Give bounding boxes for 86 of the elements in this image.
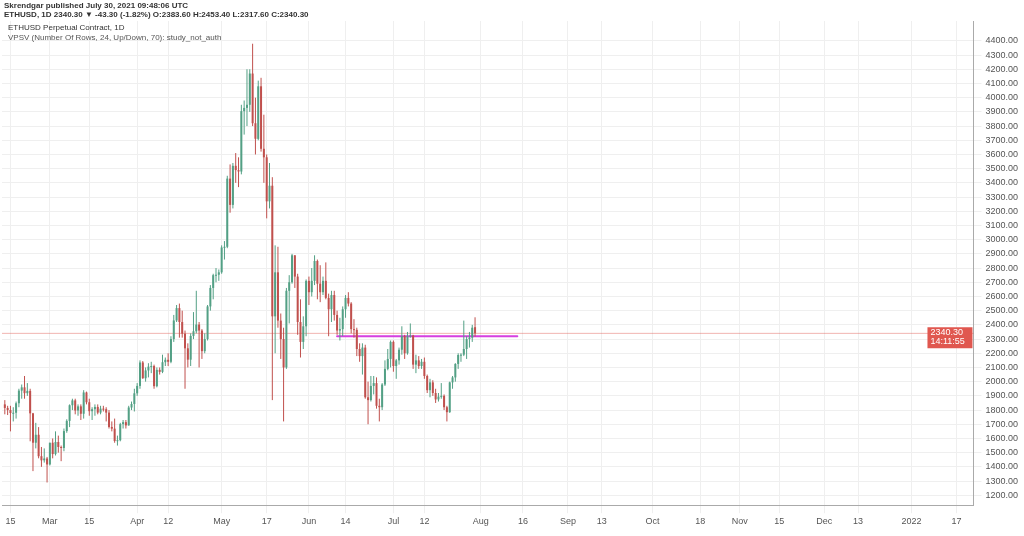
y-tick-label: 2400.00 [985, 319, 1019, 330]
x-tick-label: Dec [816, 516, 833, 527]
candlestick [237, 156, 240, 188]
candlestick [406, 331, 409, 356]
candlestick [474, 316, 477, 338]
x-tick-label: Oct [645, 516, 660, 527]
candlestick [150, 361, 153, 374]
candlestick [12, 406, 15, 422]
x-tick-label: 12 [419, 516, 430, 527]
y-tick-label: 1900.00 [985, 390, 1019, 401]
x-tick-label: 15 [774, 516, 785, 527]
y-tick-label: 2600.00 [985, 290, 1019, 301]
y-tick-label: 4100.00 [985, 77, 1019, 88]
y-tick-label: 4200.00 [985, 63, 1019, 74]
y-tick-label: 2200.00 [985, 347, 1019, 358]
y-tick-label: 3500.00 [985, 163, 1019, 174]
candlestick [68, 403, 71, 428]
y-tick-label: 1800.00 [985, 404, 1019, 415]
candlestick [319, 264, 322, 303]
y-tick-label: 2900.00 [985, 248, 1019, 259]
x-tick-label: Jun [301, 516, 317, 527]
candlestick [403, 334, 406, 360]
candlestick [77, 403, 80, 417]
candlestick [307, 276, 310, 306]
x-tick-label: 15 [5, 516, 16, 527]
y-tick-label: 1400.00 [985, 461, 1019, 472]
ref-line-label: 2340.30 14:11:55 [930, 326, 965, 346]
candlestick [127, 405, 130, 427]
x-tick-label: 15 [84, 516, 95, 527]
x-tick-label: 2022 [901, 516, 922, 527]
x-tick-label: Aug [472, 516, 489, 527]
candlestick [440, 382, 443, 400]
y-tick-label: 2700.00 [985, 276, 1019, 287]
candlestick [51, 437, 54, 459]
y-tick-label: 3100.00 [985, 219, 1019, 230]
y-tick-label: 3900.00 [985, 106, 1019, 117]
candlestick [119, 422, 122, 442]
x-tick-label: 17 [261, 516, 272, 527]
x-tick-label: 16 [517, 516, 528, 527]
y-tick-label: 3000.00 [985, 234, 1019, 245]
y-tick-label: 1700.00 [985, 418, 1019, 429]
candlestick [389, 339, 392, 368]
y-tick-label: 4300.00 [985, 49, 1019, 60]
x-tick-label: Nov [731, 516, 749, 527]
x-tick-label: 13 [596, 516, 607, 527]
x-tick-label: 18 [695, 516, 706, 527]
candlestick [34, 422, 37, 449]
y-tick-label: 3600.00 [985, 148, 1019, 159]
x-tick-label: Mar [42, 516, 58, 527]
candlestick [198, 321, 201, 368]
y-tick-label: 4400.00 [985, 35, 1019, 46]
y-tick-label: 1300.00 [985, 475, 1019, 486]
y-tick-label: 1600.00 [985, 432, 1019, 443]
y-tick-label: 1200.00 [985, 489, 1019, 500]
x-tick-label: 17 [951, 516, 962, 527]
candlestick [316, 259, 319, 300]
candlestick [46, 456, 49, 483]
candlestick [167, 352, 170, 367]
text: Skrendgar published July 30, 2021 09:48:06 UTC [4, 1, 189, 10]
text: ETHUSD, 1D 2340.30 ▼ -43.30 (-1.82%) O:2383.60 H:2453.40 L:2317.60 C:2340.30 [4, 10, 309, 19]
y-tick-label: 3800.00 [985, 120, 1019, 131]
x-tick-label: Jul [387, 516, 400, 527]
text: VPSV (Number Of Rows, 24, Up/Down, 70): study_not_auth [8, 33, 222, 42]
y-tick-label: 2800.00 [985, 262, 1019, 273]
x-tick-label: 13 [853, 516, 864, 527]
y-tick-label: 3700.00 [985, 134, 1019, 145]
y-tick-label: 1500.00 [985, 447, 1019, 458]
candlestick [465, 335, 468, 360]
candlestick [268, 162, 271, 209]
candlestick [43, 447, 46, 464]
candlestick [108, 409, 110, 430]
y-tick-label: 3400.00 [985, 177, 1019, 188]
y-tick-label: 2300.00 [985, 333, 1019, 344]
x-tick-label: Sep [559, 516, 576, 527]
x-tick-label: 14 [340, 516, 351, 527]
x-tick-label: Apr [130, 516, 145, 527]
x-tick-label: May [213, 516, 231, 527]
y-tick-label: 2100.00 [985, 361, 1019, 372]
x-tick-label: 12 [163, 516, 174, 527]
y-tick-label: 3200.00 [985, 205, 1019, 216]
y-tick-label: 4000.00 [985, 92, 1019, 103]
y-tick-label: 3300.00 [985, 191, 1019, 202]
y-tick-label: 2000.00 [985, 376, 1019, 387]
y-tick-label: 2500.00 [985, 305, 1019, 316]
candlestick [414, 354, 417, 374]
chart-title: ETHUSD Perpetual Contract, 1D [8, 23, 125, 32]
